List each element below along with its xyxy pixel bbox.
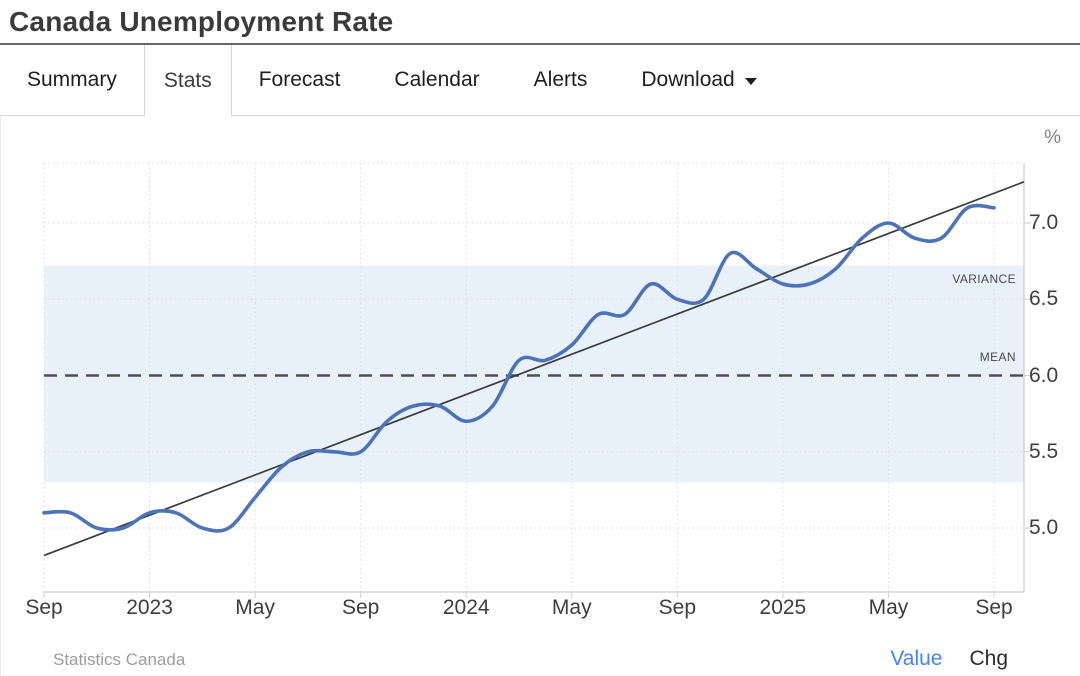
y-tick-label: 5.0 [1029,516,1059,539]
x-tick-label: May [235,596,275,619]
tab-calendar-label: Calendar [394,68,480,91]
tab-download[interactable]: Download [614,45,783,115]
x-tick-label: May [551,596,592,619]
series-mode-toggles: Value Chg [890,647,1008,671]
tab-bar: Summary Stats Forecast Calendar Alerts D… [0,45,1080,116]
variance-band-label: VARIANCE [952,272,1016,286]
y-tick-label: 7.0 [1029,211,1059,234]
y-tick-label: 6.0 [1029,363,1059,387]
x-tick-label: 2023 [126,596,173,619]
x-tick-label: Sep [25,596,63,619]
tab-summary-label: Summary [27,68,117,91]
x-tick-label: 2024 [442,596,490,619]
value-toggle[interactable]: Value [890,647,943,670]
trend-line [43,181,1025,557]
x-tick-label: Sep [975,596,1013,619]
tab-forecast-label: Forecast [258,68,341,91]
series-line [42,203,996,533]
x-tick-label: May [868,596,909,619]
y-axis-unit-label: % [1044,127,1061,148]
mean-line-label: MEAN [979,350,1016,364]
y-tick-label: 6.5 [1029,287,1059,311]
chg-toggle[interactable]: Chg [969,647,1008,670]
tab-alerts[interactable]: Alerts [507,45,615,115]
tab-stats[interactable]: Stats [143,45,232,116]
variance-band [44,265,1024,483]
x-tick-label: Sep [341,596,380,619]
page-title: Canada Unemployment Rate [9,5,394,37]
tab-forecast[interactable]: Forecast [232,45,368,115]
source-link[interactable]: Statistics Canada [53,650,186,669]
tab-summary[interactable]: Summary [0,45,144,115]
chevron-down-icon [744,78,757,85]
x-tick-label: Sep [658,596,697,619]
tab-calendar[interactable]: Calendar [367,45,506,115]
tab-stats-label: Stats [163,68,212,92]
page-header: Canada Unemployment Rate [0,0,1080,45]
x-tick-label: 2025 [759,596,807,619]
tab-download-label: Download [641,68,735,91]
tab-alerts-label: Alerts [533,68,588,91]
chart-panel: % VARIANCE MEAN 5.0 5.5 6.0 6.5 7.0 Sep 2023 Ma… [0,116,1080,676]
y-tick-label: 5.5 [1029,439,1059,463]
chart-canvas[interactable] [1,116,1080,676]
